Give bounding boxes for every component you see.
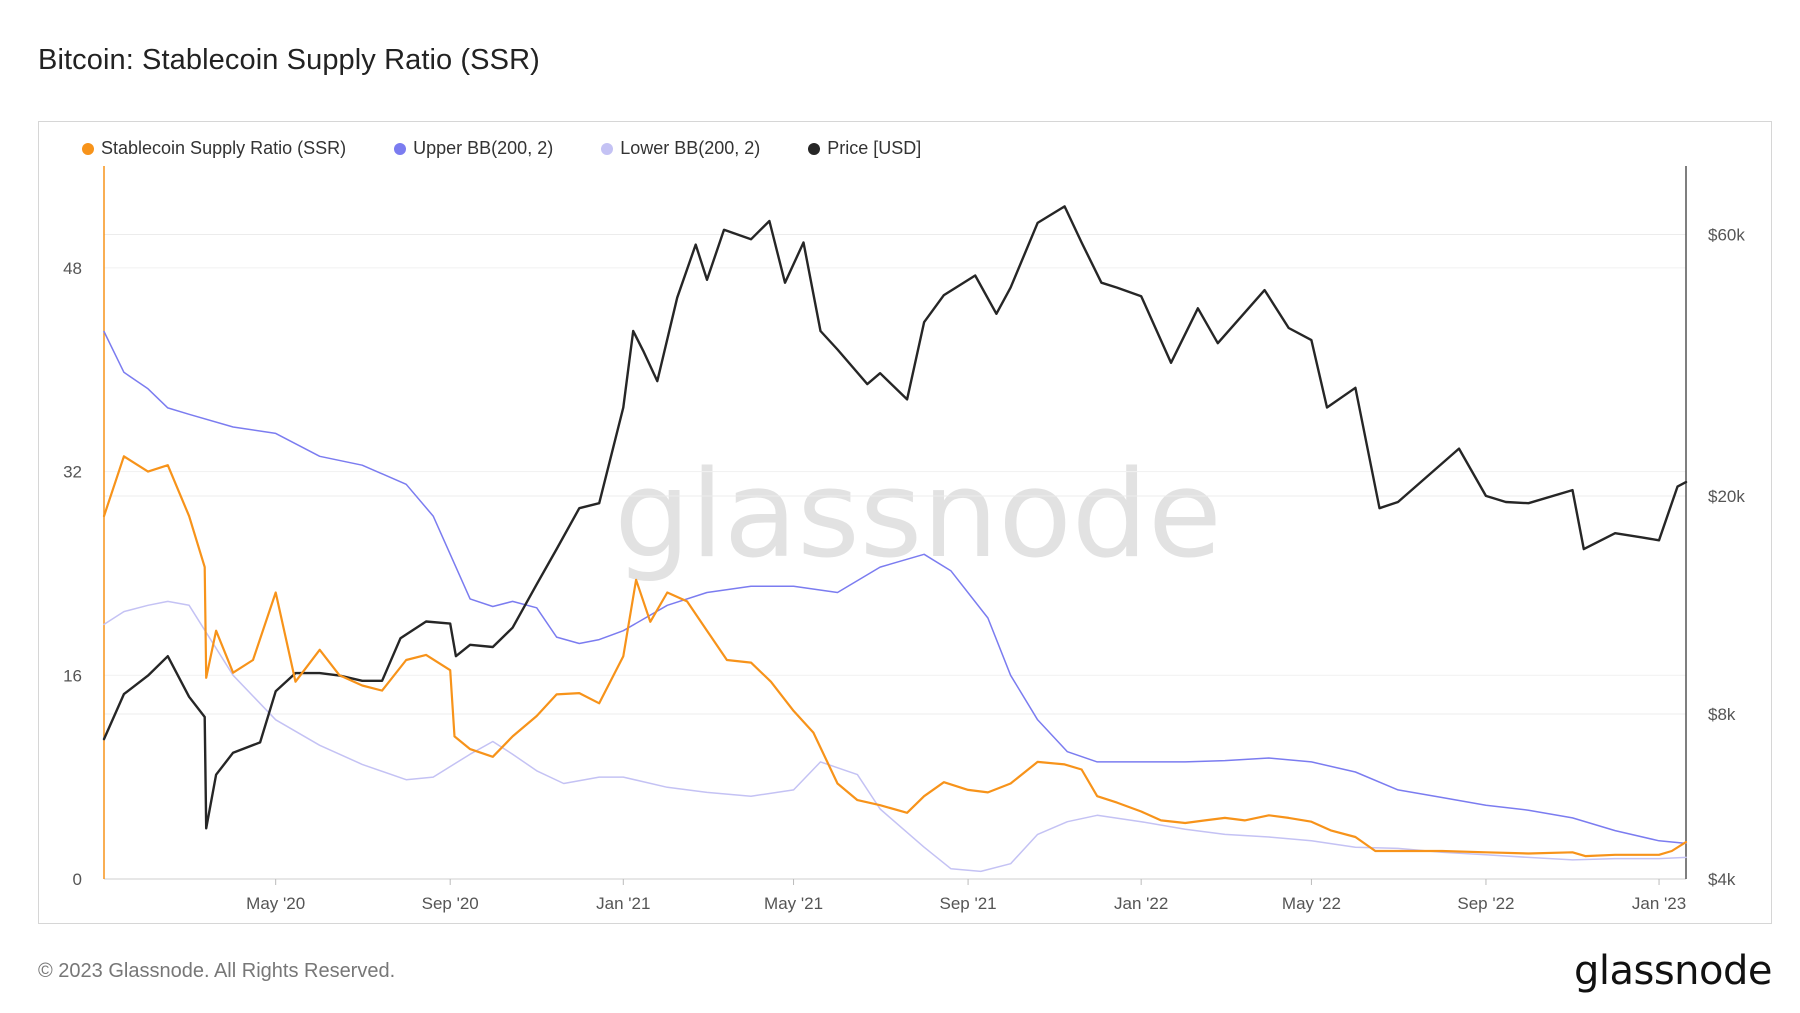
copyright-footer: © 2023 Glassnode. All Rights Reserved. xyxy=(38,960,396,982)
tick-labels: $4k $8k $20k $60k 0 16 32 48 May '20 Sep '20 Jan '… xyxy=(63,225,1745,913)
legend-dot-lower-bb xyxy=(601,142,614,155)
x-tick-label: Sep '22 xyxy=(1457,894,1514,913)
legend-item-price[interactable]: Price [USD] xyxy=(808,138,921,159)
legend-item-ssr[interactable]: Stablecoin Supply Ratio (SSR) xyxy=(82,138,346,159)
series-lines xyxy=(102,205,1688,873)
y-left-tick-label: 48 xyxy=(63,259,82,278)
legend-dot-ssr xyxy=(82,142,94,155)
y-left-tick-label: 0 xyxy=(73,870,82,889)
x-tick-label: Jan '23 xyxy=(1632,894,1686,913)
watermark-text: glassnode xyxy=(614,446,1222,585)
lower-bb-line xyxy=(103,600,1687,873)
x-tick-label: May '22 xyxy=(1282,894,1341,913)
y-left-tick-label: 16 xyxy=(63,666,82,685)
legend-label-lower-bb: Lower BB(200, 2) xyxy=(620,138,761,158)
y-right-tick-label: $20k xyxy=(1708,487,1745,506)
chart-frame xyxy=(38,121,1772,924)
y-right-tick-label: $60k xyxy=(1708,225,1745,244)
x-tick-label: Jan '21 xyxy=(596,894,650,913)
y-right-tick-label: $8k xyxy=(1708,705,1736,724)
legend-item-upper-bb[interactable]: Upper BB(200, 2) xyxy=(394,138,553,159)
page-title: Bitcoin: Stablecoin Supply Ratio (SSR) xyxy=(38,44,540,76)
legend-label-ssr: Stablecoin Supply Ratio (SSR) xyxy=(101,138,347,158)
x-tick-label: Sep '20 xyxy=(422,894,479,913)
x-tick-label: May '21 xyxy=(764,894,823,913)
y-right-tick-label: $4k xyxy=(1708,870,1736,889)
chart-legend: Stablecoin Supply Ratio (SSR) Upper BB(2… xyxy=(82,138,969,159)
x-tick-label: May '20 xyxy=(246,894,305,913)
price-line xyxy=(102,205,1688,830)
upper-bb-line xyxy=(103,330,1687,845)
x-tick-label: Jan '22 xyxy=(1114,894,1168,913)
brand-logo: glassnode xyxy=(1573,948,1773,994)
legend-item-lower-bb[interactable]: Lower BB(200, 2) xyxy=(601,138,760,159)
legend-label-price: Price [USD] xyxy=(827,138,922,158)
y-left-tick-label: 32 xyxy=(63,463,82,482)
legend-label-upper-bb: Upper BB(200, 2) xyxy=(413,138,554,158)
x-tick-label: Sep '21 xyxy=(939,894,996,913)
axes xyxy=(103,166,1687,885)
ssr-line xyxy=(102,455,1688,858)
legend-dot-upper-bb xyxy=(394,142,407,155)
legend-dot-price xyxy=(808,142,821,155)
